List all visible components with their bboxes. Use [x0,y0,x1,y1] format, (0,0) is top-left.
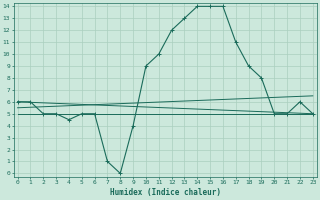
X-axis label: Humidex (Indice chaleur): Humidex (Indice chaleur) [110,188,221,197]
